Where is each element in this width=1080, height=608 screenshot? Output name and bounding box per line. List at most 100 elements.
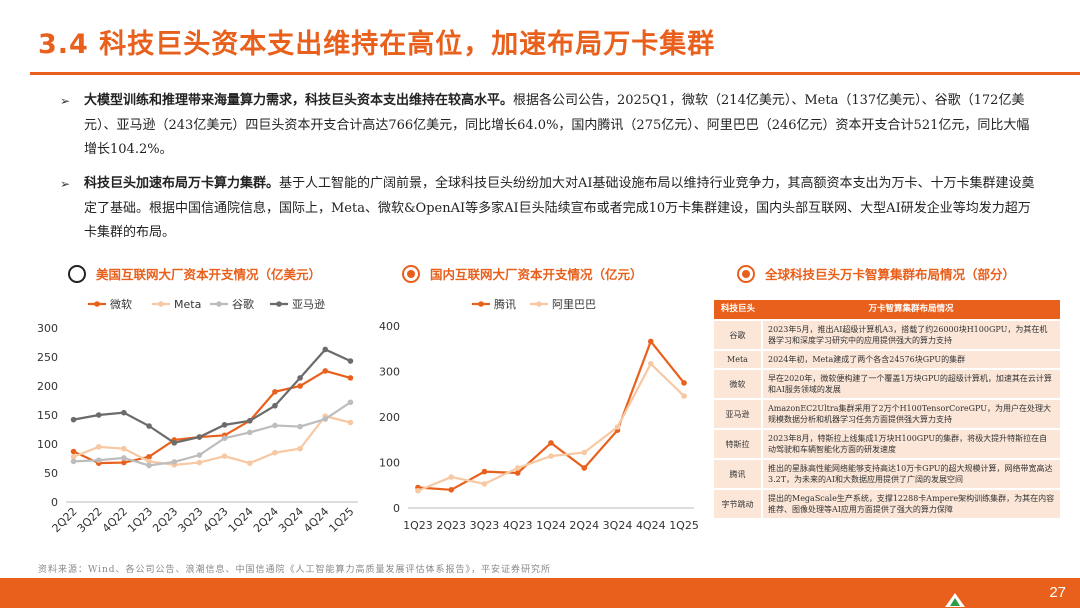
table-row: 谷歌 2023年5月，推出AI超级计算机A3，搭载了约26000块H100GPU，… [714,319,1060,350]
table-cell-desc: 早在2020年，微软便构建了一个覆盖1万块GPU的超级计算机，加速其在云计算和A… [762,368,1060,399]
series-line [73,369,351,465]
bullet-text: 大模型训练和推理带来海量算力需求，科技巨头资本支出维持在较高水平。根据各公司公告… [60,89,1040,163]
data-point [70,453,77,460]
data-point [146,458,152,465]
table-row: 字节跳动 提出的MegaScale生产系统，支撑12288卡Ampere架构训练集… [714,488,1060,518]
series-line [73,401,352,467]
y-tick-label: 300 [379,366,400,379]
x-tick-label: 3Q24 [603,519,633,532]
table-cell-company: 微软 [714,368,763,399]
footer-bar [0,578,1080,608]
data-point [322,346,329,353]
y-tick-label: 0 [393,502,400,515]
table-cell-company: Meta [714,349,763,369]
data-point [581,449,588,456]
radio-marker-icon [402,264,420,283]
y-tick-label: 150 [37,409,58,422]
legend-label: 亚马逊 [292,298,325,311]
x-tick-label: 4Q23 [503,519,533,532]
data-point [347,399,354,406]
x-tick-label: 4Q23 [201,505,231,535]
data-point [272,422,278,429]
data-point [221,453,228,459]
data-point [95,444,102,450]
data-point [322,368,329,374]
data-point [70,448,77,455]
radio-marker-icon [737,264,755,283]
title-divider [30,72,1080,75]
bullet-text: 科技巨头加速布局万卡算力集群。基于人工智能的广阔前景，全球科技巨头纷纷加大对AI… [60,172,1040,246]
section-global-title: 全球科技巨头万卡智算集群布局情况（部分） [737,264,1015,283]
bullet-capex: ➢ 大模型训练和推理带来海量算力需求，科技巨头资本支出维持在较高水平。根据各公司… [60,89,1040,163]
table-cell-company: 特斯拉 [714,428,763,459]
legend-marker [216,301,222,307]
x-tick-label: 2Q23 [436,519,466,532]
data-point [347,375,354,381]
data-point [581,465,588,471]
data-point [415,487,421,494]
data-point [95,457,102,464]
data-point [246,429,253,436]
table-cell-desc: 2023年5月，推出AI超级计算机A3，搭载了约26000块H100GPU，为其… [762,319,1060,350]
x-tick-label: 1Q23 [403,519,433,532]
data-point [171,459,178,465]
x-tick-label: 1Q24 [536,519,566,532]
x-tick-label: 2Q24 [569,519,599,532]
data-point [448,474,455,480]
cn-capex-chart: 0 100 200 300 400 1Q23 2Q23 3Q23 4Q23 1Q24 2Q24 3Q2… [379,297,699,532]
data-point [246,418,253,424]
table-row: 微软 早在2020年，微软便构建了一个覆盖1万块GPU的超级计算机，加速其在云计算… [714,368,1060,399]
x-tick-label: 1Q25 [326,505,356,535]
x-tick-label: 2Q24 [251,505,281,535]
table-header-row: 科技巨头 万卡智算集群布局情况 [714,300,1060,320]
x-tick-label: 3Q23 [470,519,500,532]
section-label: 美国互联网大厂资本开支情况（亿美元） [96,267,322,282]
legend-label: Meta [174,298,201,311]
series-line [417,361,685,492]
data-point [196,434,203,440]
section-cn-title: 国内互联网大厂资本开支情况（亿元） [402,264,643,283]
data-point [322,416,329,422]
table-row: 特斯拉 2023年8月，特斯拉上线集成1万块H100GPU的集群，将极大提升特斯拉… [714,428,1060,459]
y-tick-label: 100 [37,438,58,451]
data-point [121,445,127,452]
data-point [481,481,488,487]
data-point [221,435,228,441]
data-point [146,423,152,429]
x-tick-label: 4Q24 [636,519,666,532]
x-tick-label: 1Q25 [669,519,699,532]
series-line [73,348,351,445]
data-point [514,470,521,476]
x-tick-label: 3Q22 [75,505,105,535]
legend-marker [94,301,100,307]
header-company: 科技巨头 [714,300,762,320]
legend-label: 谷歌 [232,297,254,311]
arrow-bullet-icon: ➢ [60,94,71,108]
table-row: 腾讯 推出的星脉高性能网络能够支持高达10万卡GPU的超大规模计算，网络带宽高达3… [714,458,1060,489]
legend-marker [158,301,164,307]
y-tick-label: 50 [44,467,58,480]
data-point [121,409,127,416]
data-point [481,468,488,475]
y-tick-label: 100 [379,457,400,470]
table-cell-company: 字节跳动 [714,488,763,518]
data-point [681,393,687,399]
legend-marker [276,301,282,307]
table-cell-desc: AmazonEC2Ultra集群采用了2万个H100TensorCoreGPU，… [762,398,1060,429]
data-point [196,459,203,466]
section-label: 国内互联网大厂资本开支情况（亿元） [430,267,643,282]
data-point [297,375,303,381]
data-point [95,412,102,418]
table-row: 亚马逊 AmazonEC2Ultra集群采用了2万个H100TensorCoreG… [714,398,1060,429]
bullet-cluster: ➢ 科技巨头加速布局万卡算力集群。基于人工智能的广阔前景，全球科技巨头纷纷加大对… [60,172,1040,246]
data-point [221,422,228,428]
data-point [614,424,621,430]
bullet-bold: 大模型训练和推理带来海量算力需求，科技巨头资本支出维持在较高水平。 [84,93,514,108]
data-point [196,452,203,458]
data-point [70,416,77,423]
x-tick-label: 1Q23 [125,505,155,535]
data-point [647,360,654,367]
data-point [297,383,303,389]
circle-marker-icon [68,264,86,283]
data-point [448,487,455,493]
